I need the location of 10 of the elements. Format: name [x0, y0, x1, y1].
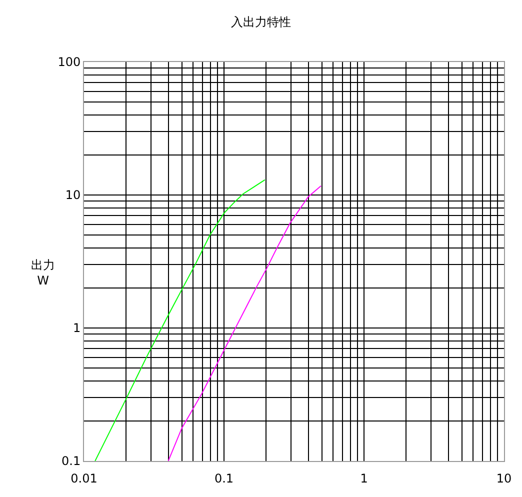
y-tick-label: 100 — [58, 55, 81, 70]
x-tick-label: 1 — [360, 471, 368, 486]
y-tick-label: 10 — [65, 188, 81, 202]
x-tick-label: 10 — [496, 471, 512, 486]
x-tick-label: 0.1 — [214, 471, 234, 486]
y-tick-label: 0.1 — [62, 454, 81, 468]
y-axis-title: 出力 W — [31, 258, 55, 288]
x-tick-label: 0.01 — [70, 471, 98, 486]
chart-title: 入出力特性 — [231, 14, 291, 29]
y-tick-label: 1 — [72, 321, 81, 336]
